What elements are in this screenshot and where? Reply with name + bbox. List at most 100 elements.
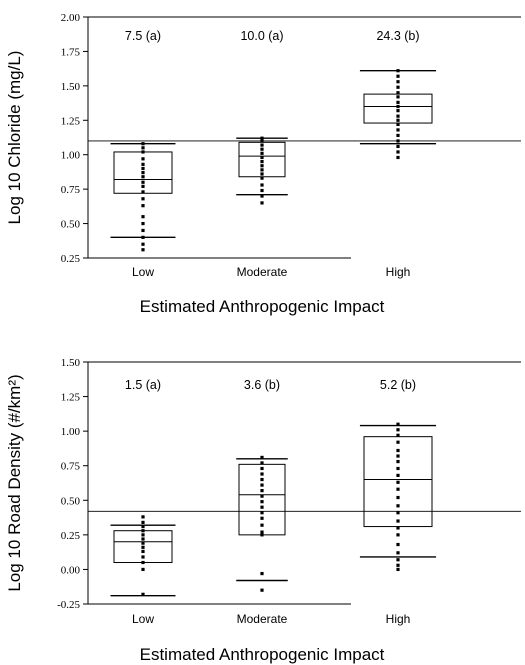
data-point <box>141 567 145 572</box>
road-density-panel: -0.25 0.00 0.25 0.50 0.75 1.00 1.25 1.50 Low 1.5 … <box>5 357 521 664</box>
data-point <box>260 466 264 471</box>
data-point <box>396 454 400 458</box>
data-point <box>396 542 400 547</box>
data-point <box>260 455 264 460</box>
data-point <box>396 526 400 530</box>
data-point <box>141 157 145 161</box>
data-point <box>260 155 264 160</box>
data-point <box>260 494 264 498</box>
data-point <box>396 122 400 127</box>
y-tick-label: 0.25 <box>61 253 81 265</box>
data-point <box>141 524 145 529</box>
x-axis-label: Estimated Anthropogenic Impact <box>140 297 385 316</box>
data-point <box>141 248 145 252</box>
data-point <box>260 183 264 187</box>
data-point <box>141 533 145 537</box>
data-point <box>396 459 400 464</box>
data-point <box>396 567 400 572</box>
box-iqr <box>238 141 286 178</box>
data-point <box>141 235 145 239</box>
data-point <box>260 139 264 143</box>
data-point <box>260 147 264 151</box>
y-tick-label: 0.50 <box>61 219 81 231</box>
data-point <box>260 472 264 476</box>
data-point <box>141 242 145 246</box>
data-point <box>396 69 400 73</box>
data-point <box>260 523 264 527</box>
data-point <box>396 487 400 491</box>
data-point <box>260 160 264 164</box>
data-point <box>260 172 264 176</box>
data-point <box>396 109 400 113</box>
data-point <box>396 133 400 138</box>
data-point <box>141 162 145 166</box>
data-point <box>260 168 264 172</box>
data-point <box>141 515 145 519</box>
data-point <box>396 495 400 500</box>
data-point <box>396 422 400 426</box>
data-point <box>396 440 400 444</box>
y-tick-label: 1.25 <box>61 392 81 404</box>
data-point <box>260 201 264 205</box>
category-label: High <box>386 265 411 279</box>
data-point <box>260 588 264 592</box>
data-point <box>141 529 145 533</box>
group-annotation: 1.5 (a) <box>125 378 161 392</box>
data-point <box>396 504 400 508</box>
data-point <box>141 175 145 179</box>
data-point <box>141 146 145 150</box>
data-point <box>141 560 145 565</box>
data-point <box>141 545 145 549</box>
data-point <box>396 448 400 453</box>
data-point <box>260 571 264 576</box>
data-point <box>396 558 400 562</box>
data-point <box>260 505 264 509</box>
data-point <box>396 95 400 99</box>
data-point <box>141 555 145 559</box>
data-point <box>260 483 264 487</box>
data-point <box>396 551 400 555</box>
y-tick-label: 1.00 <box>61 150 81 162</box>
data-point <box>260 530 264 534</box>
data-point <box>260 511 264 515</box>
data-point <box>141 215 145 219</box>
data-point <box>396 144 400 149</box>
group-annotation: 7.5 (a) <box>125 29 161 43</box>
data-point <box>141 592 145 596</box>
data-point <box>141 184 145 188</box>
data-point <box>141 180 145 184</box>
data-point <box>396 118 400 122</box>
data-point <box>396 85 400 89</box>
data-point <box>396 519 400 523</box>
y-tick-label: 0.50 <box>61 495 81 507</box>
y-tick-label: 1.50 <box>61 81 81 93</box>
data-point <box>260 143 264 147</box>
data-point <box>141 166 145 171</box>
data-point <box>260 461 264 465</box>
data-point <box>141 142 145 146</box>
y-axis-label: Log 10 Chloride (mg/L) <box>5 51 24 225</box>
data-point <box>396 150 400 154</box>
data-point <box>396 473 400 477</box>
data-point <box>396 433 400 437</box>
data-point <box>396 80 400 84</box>
data-point <box>396 128 400 132</box>
data-point <box>141 204 145 208</box>
y-tick-label: 2.00 <box>61 12 81 24</box>
y-tick-label: -0.25 <box>57 599 80 611</box>
y-tick-label: 0.75 <box>61 461 81 473</box>
group-annotation: 10.0 (a) <box>240 29 283 43</box>
data-point <box>396 155 400 160</box>
data-point <box>396 139 400 143</box>
data-point <box>260 151 264 155</box>
data-point <box>260 477 264 482</box>
group-annotation: 5.2 (b) <box>380 378 416 392</box>
data-point <box>141 549 145 554</box>
x-axis-label: Estimated Anthropogenic Impact <box>140 645 385 664</box>
data-point <box>141 190 145 194</box>
data-point <box>141 520 145 525</box>
y-tick-label: 0.25 <box>61 530 81 542</box>
category-label: Low <box>132 265 154 279</box>
data-point <box>260 500 264 504</box>
category-label: Low <box>132 612 154 626</box>
